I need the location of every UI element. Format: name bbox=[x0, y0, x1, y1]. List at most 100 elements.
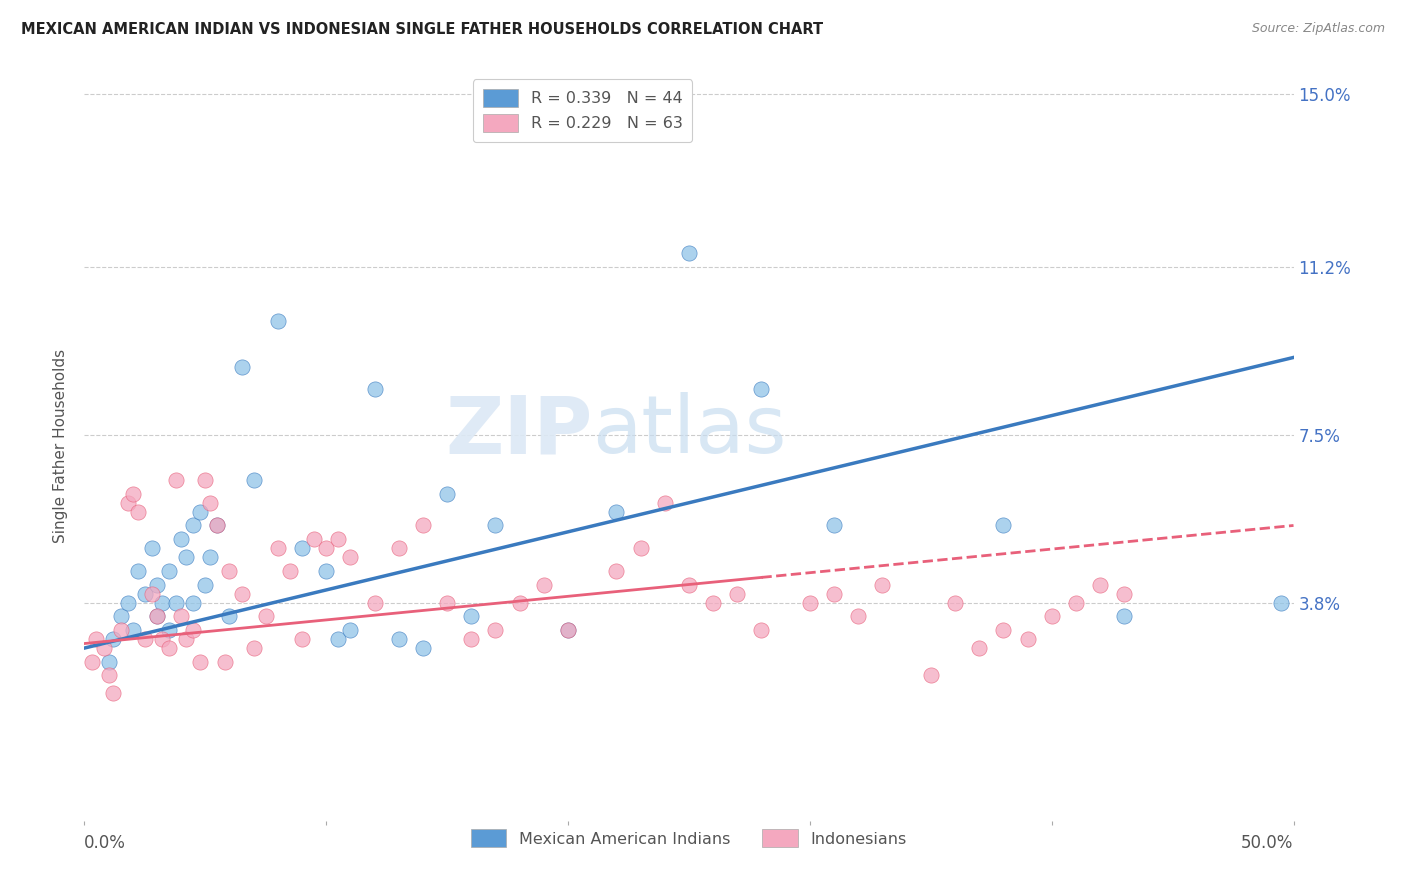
Point bbox=[823, 586, 845, 600]
Point bbox=[993, 518, 1015, 533]
Point bbox=[198, 496, 221, 510]
Point bbox=[165, 596, 187, 610]
Point bbox=[1114, 586, 1136, 600]
Point bbox=[127, 564, 149, 578]
Point bbox=[141, 541, 163, 556]
Point bbox=[943, 596, 966, 610]
Point bbox=[363, 382, 385, 396]
Point bbox=[654, 496, 676, 510]
Point bbox=[86, 632, 108, 646]
Point bbox=[412, 641, 434, 656]
Point bbox=[117, 596, 139, 610]
Point bbox=[97, 655, 120, 669]
Point bbox=[412, 518, 434, 533]
Point bbox=[146, 609, 169, 624]
Point bbox=[214, 655, 236, 669]
Point bbox=[388, 541, 411, 556]
Point bbox=[141, 586, 163, 600]
Point bbox=[388, 632, 411, 646]
Point bbox=[134, 586, 156, 600]
Point bbox=[181, 596, 204, 610]
Point bbox=[97, 668, 120, 682]
Point bbox=[207, 518, 229, 533]
Point bbox=[254, 609, 277, 624]
Point bbox=[533, 577, 555, 591]
Point bbox=[557, 623, 579, 637]
Point bbox=[231, 359, 253, 374]
Point bbox=[460, 609, 482, 624]
Point bbox=[174, 550, 197, 565]
Point bbox=[920, 668, 942, 682]
Point bbox=[103, 686, 125, 700]
Text: Source: ZipAtlas.com: Source: ZipAtlas.com bbox=[1251, 22, 1385, 36]
Point bbox=[117, 496, 139, 510]
Legend: Mexican American Indians, Indonesians: Mexican American Indians, Indonesians bbox=[465, 822, 912, 854]
Point bbox=[823, 518, 845, 533]
Point bbox=[436, 596, 458, 610]
Point bbox=[846, 609, 869, 624]
Point bbox=[678, 577, 700, 591]
Point bbox=[207, 518, 229, 533]
Text: 50.0%: 50.0% bbox=[1241, 834, 1294, 852]
Point bbox=[231, 586, 253, 600]
Point bbox=[170, 532, 193, 546]
Point bbox=[150, 596, 173, 610]
Point bbox=[242, 641, 264, 656]
Point bbox=[339, 623, 361, 637]
Point bbox=[267, 314, 290, 328]
Point bbox=[1017, 632, 1039, 646]
Point bbox=[630, 541, 652, 556]
Point bbox=[751, 623, 773, 637]
Point bbox=[557, 623, 579, 637]
Point bbox=[799, 596, 821, 610]
Point bbox=[110, 623, 132, 637]
Point bbox=[702, 596, 724, 610]
Point bbox=[127, 505, 149, 519]
Point bbox=[460, 632, 482, 646]
Point bbox=[174, 632, 197, 646]
Point bbox=[315, 564, 337, 578]
Text: 0.0%: 0.0% bbox=[84, 834, 127, 852]
Point bbox=[751, 382, 773, 396]
Text: ZIP: ZIP bbox=[444, 392, 592, 470]
Point bbox=[993, 623, 1015, 637]
Point bbox=[170, 609, 193, 624]
Point bbox=[328, 532, 350, 546]
Point bbox=[121, 623, 143, 637]
Point bbox=[146, 577, 169, 591]
Point bbox=[291, 541, 314, 556]
Point bbox=[194, 473, 217, 487]
Point bbox=[181, 518, 204, 533]
Point bbox=[484, 623, 506, 637]
Point bbox=[190, 655, 212, 669]
Point bbox=[436, 486, 458, 500]
Point bbox=[509, 596, 531, 610]
Point bbox=[1064, 596, 1087, 610]
Point bbox=[134, 632, 156, 646]
Point bbox=[181, 623, 204, 637]
Point bbox=[218, 564, 240, 578]
Point bbox=[278, 564, 301, 578]
Point bbox=[484, 518, 506, 533]
Point bbox=[242, 473, 264, 487]
Text: atlas: atlas bbox=[592, 392, 786, 470]
Point bbox=[93, 641, 115, 656]
Point bbox=[198, 550, 221, 565]
Point bbox=[146, 609, 169, 624]
Point bbox=[157, 564, 180, 578]
Point bbox=[157, 641, 180, 656]
Point bbox=[291, 632, 314, 646]
Point bbox=[80, 655, 103, 669]
Point bbox=[315, 541, 337, 556]
Y-axis label: Single Father Households: Single Father Households bbox=[53, 349, 69, 543]
Point bbox=[267, 541, 290, 556]
Point bbox=[121, 486, 143, 500]
Point bbox=[157, 623, 180, 637]
Point bbox=[218, 609, 240, 624]
Point bbox=[328, 632, 350, 646]
Point bbox=[678, 246, 700, 260]
Point bbox=[605, 505, 627, 519]
Point bbox=[967, 641, 990, 656]
Point bbox=[1114, 609, 1136, 624]
Point bbox=[110, 609, 132, 624]
